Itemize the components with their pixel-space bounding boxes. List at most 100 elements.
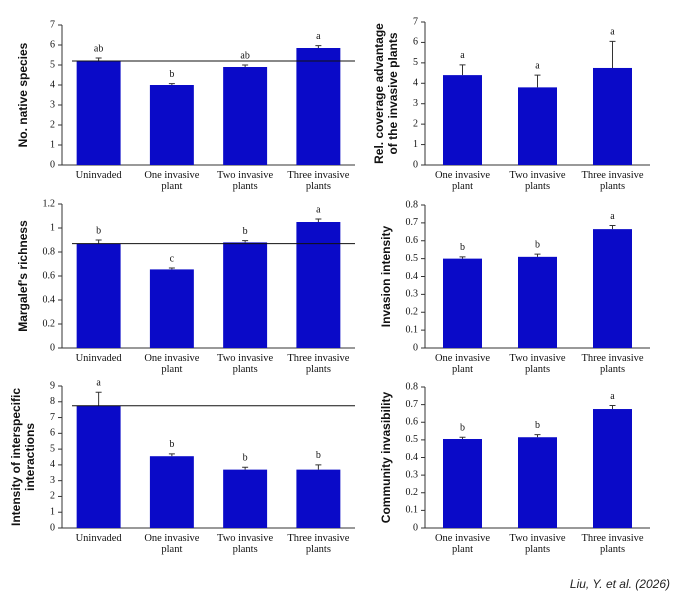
significance-letter: a [610,211,615,222]
y-tick-label: 5 [50,59,55,70]
y-tick-label: 8 [50,396,55,407]
y-tick-label: 4 [50,79,55,90]
y-tick-label: 3 [50,99,55,110]
significance-letter: a [460,50,465,61]
x-tick-label: Two invasive plants [217,533,274,555]
y-axis-label: No. native species [16,42,30,148]
error-bar [459,436,466,439]
y-tick-label: 0.4 [406,271,419,282]
y-tick-label: 2 [50,119,55,130]
bar [518,87,557,165]
y-tick-label: 0 [50,522,55,533]
x-tick-label: Two invasive plants [509,353,566,375]
significance-letter: a [96,378,101,389]
y-tick-label: 5 [413,57,418,68]
significance-letter: a [316,31,321,42]
y-tick-label: 0.5 [406,253,419,264]
x-tick-label: One invasive plant [434,353,491,375]
x-tick-label: Three invasive plants [287,353,350,375]
y-tick-label: 0 [50,342,55,353]
bar [593,67,632,165]
y-tick-label: 0.1 [406,505,419,516]
x-tick-label: One invasive plant [144,353,200,375]
y-tick-label: 0 [413,342,418,353]
x-tick-label: One invasive plant [434,533,491,555]
y-tick-label: 3 [413,98,418,109]
x-tick-label: One invasive plant [144,533,200,555]
error-bar [459,256,466,259]
y-tick-label: 0.2 [43,318,56,329]
y-axis-label: Invasion intensity [379,225,393,328]
error-bar [609,40,616,68]
y-tick-label: 1 [413,139,418,150]
x-tick-label: Three invasive plants [287,533,350,555]
bar [593,409,632,528]
error-bar [315,45,322,48]
y-tick-label: 5 [50,443,55,454]
significance-letter: a [610,27,615,38]
y-tick-label: 1 [50,507,55,518]
bar [443,438,482,528]
x-tick-label: One invasive plant [144,170,200,192]
significance-letter: b [96,225,101,236]
error-bar [609,405,616,410]
x-tick-label: Uninvaded [75,533,122,544]
y-tick-label: 0.8 [406,381,419,392]
error-bar [95,239,102,244]
bar [76,243,121,348]
y-tick-label: 0 [413,159,418,170]
bar [296,48,341,165]
significance-letter: b [535,420,540,431]
y-tick-label: 0.4 [406,452,419,463]
bar [443,258,482,348]
y-tick-label: 6 [413,37,418,48]
error-bar [534,253,541,257]
bar [296,222,341,348]
x-tick-label: Two invasive plants [217,170,274,192]
y-tick-label: 0.4 [43,294,56,305]
y-tick-label: 6 [50,428,55,439]
significance-letter: a [535,60,540,71]
bar [149,269,194,348]
error-bar [168,83,175,85]
y-tick-label: 1.2 [43,198,56,209]
bar [76,405,121,528]
bar [149,456,194,528]
y-tick-label: 0.8 [406,199,419,210]
significance-letter: b [460,242,465,253]
significance-letter: b [169,439,174,450]
error-bar [242,240,249,243]
error-bar [534,74,541,88]
error-bar [459,64,466,76]
x-tick-label: One invasive plant [434,170,491,192]
bar [593,229,632,348]
significance-letter: b [316,450,321,461]
y-tick-label: 4 [413,78,418,89]
bar [223,242,268,348]
significance-letter: b [243,453,248,464]
significance-letter: b [169,69,174,80]
x-tick-label: Three invasive plants [581,533,644,555]
y-tick-label: 0 [413,522,418,533]
y-tick-label: 0.5 [406,434,419,445]
error-bar [242,64,249,67]
y-tick-label: 6 [50,39,55,50]
error-bar [609,225,616,230]
credit: Liu, Y. et al. (2026) [569,577,670,591]
x-tick-label: Three invasive plants [287,170,350,192]
x-tick-label: Uninvaded [75,170,122,181]
y-tick-label: 1 [50,222,55,233]
y-axis-label: Margalef's richness [16,220,30,332]
y-tick-label: 0.6 [406,235,419,246]
y-tick-label: 0.2 [406,307,419,318]
x-tick-label: Two invasive plants [509,533,566,555]
bar [296,469,341,528]
bar [223,469,268,528]
y-tick-label: 0.7 [406,399,419,410]
y-tick-label: 2 [50,491,55,502]
y-tick-label: 0.3 [406,289,419,300]
y-tick-label: 0 [50,159,55,170]
significance-letter: b [460,423,465,434]
x-tick-label: Two invasive plants [217,353,274,375]
y-tick-label: 3 [50,475,55,486]
